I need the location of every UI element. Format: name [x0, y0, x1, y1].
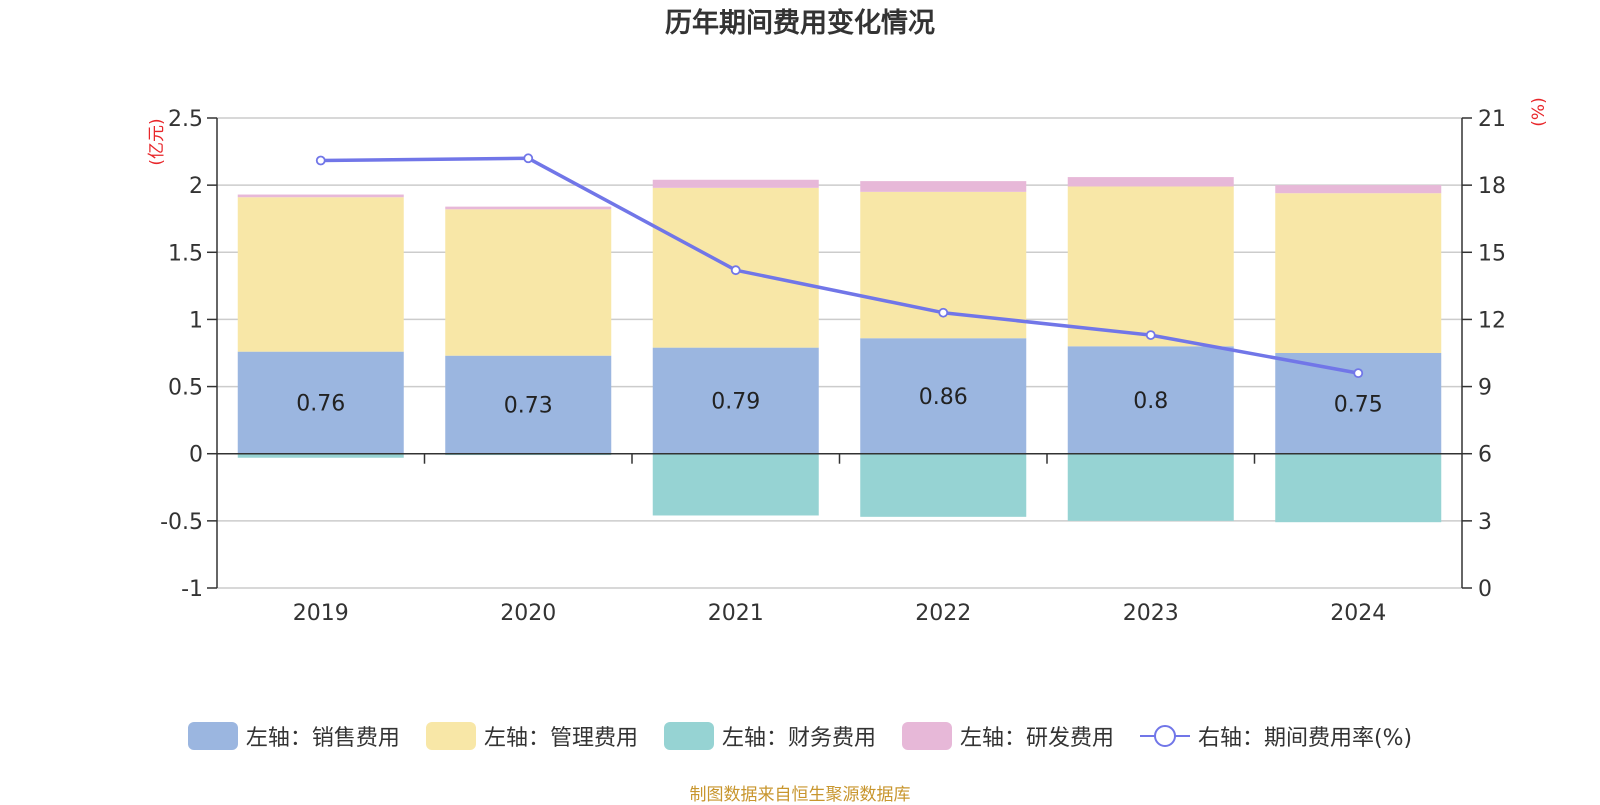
bar-admin	[445, 209, 612, 356]
point-rate	[315, 155, 326, 166]
bar-finance	[237, 453, 404, 458]
bar-finance	[860, 453, 1027, 517]
bar-rd	[860, 181, 1027, 192]
legend-item-finance[interactable]: 左轴：财务费用	[663, 720, 876, 752]
y-left-tick-label: 2	[189, 174, 203, 199]
x-tick-label: 2023	[1123, 601, 1179, 626]
bar-admin	[237, 197, 404, 352]
bar-finance	[1275, 453, 1442, 523]
data-label-sales: 0.73	[504, 394, 553, 419]
y-left-tick-label: -0.5	[160, 510, 203, 535]
x-tick-label: 2022	[915, 601, 971, 626]
legend-swatch-rd	[901, 722, 952, 750]
data-label-sales: 0.86	[919, 385, 968, 410]
y-left-tick-label: 0.5	[168, 376, 203, 401]
y-left-tick-label: 1.5	[168, 241, 203, 266]
bar-rd	[445, 206, 612, 210]
point-rate	[1145, 330, 1156, 340]
data-label-sales: 0.76	[296, 392, 345, 417]
data-label-sales: 0.8	[1133, 389, 1168, 414]
y-right-tick-label: 9	[1478, 376, 1492, 401]
point-rate	[938, 307, 949, 318]
line-rate	[320, 156, 1359, 375]
data-label-sales: 0.79	[711, 390, 760, 415]
y-right-tick-label: 0	[1478, 577, 1492, 602]
y-right-tick-label: 12	[1478, 308, 1506, 333]
y-right-tick-label: 3	[1478, 510, 1492, 535]
y-right-tick-label: 6	[1478, 443, 1492, 468]
y-left-tick-label: 1	[189, 308, 203, 333]
legend-label-rd: 左轴：研发费用	[959, 726, 1114, 751]
y-right-tick-label: 15	[1478, 241, 1506, 266]
y-right-tick-label: 21	[1478, 107, 1506, 132]
legend-swatch-admin	[425, 722, 476, 750]
chart-title: 历年期间费用变化情况	[665, 7, 935, 39]
legend-label-finance: 左轴：财务费用	[721, 726, 876, 751]
legend-label-admin: 左轴：管理费用	[483, 726, 638, 751]
legend-swatch-finance	[663, 722, 714, 750]
x-tick-label: 2020	[500, 601, 556, 626]
y-right-unit: (%)	[1529, 97, 1549, 126]
legend-swatch-sales	[187, 722, 238, 750]
y-left-unit: (亿元)	[147, 118, 167, 165]
point-rate	[730, 265, 741, 276]
bar-sales	[445, 355, 612, 454]
legend: 左轴：销售费用 左轴：管理费用 左轴：财务费用 左轴：研发费用 右轴：期间费用率…	[0, 718, 1600, 754]
bar-rd	[1067, 177, 1234, 187]
x-tick-label: 2021	[708, 601, 764, 626]
point-rate	[1353, 368, 1364, 379]
legend-item-admin[interactable]: 左轴：管理费用	[425, 720, 638, 752]
bar-admin	[1275, 193, 1442, 353]
legend-item-sales[interactable]: 左轴：销售费用	[187, 720, 400, 752]
point-rate	[523, 153, 534, 164]
bar-sales	[652, 347, 819, 454]
legend-label-rate: 右轴：期间费用率(%)	[1197, 726, 1413, 751]
bar-sales	[860, 338, 1027, 454]
bar-sales	[1067, 346, 1234, 454]
footer-source: 制图数据来自恒生聚源数据库	[689, 785, 911, 805]
legend-label-sales: 左轴：销售费用	[245, 726, 400, 751]
bar-rd	[1275, 185, 1442, 194]
x-tick-label: 2024	[1330, 601, 1386, 626]
legend-swatch-rate	[1139, 722, 1190, 750]
bar-rd	[652, 179, 819, 188]
bar-admin	[1067, 186, 1234, 347]
legend-item-rd[interactable]: 左轴：研发费用	[901, 720, 1114, 752]
y-left-tick-label: -1	[181, 577, 203, 602]
y-right-tick-label: 18	[1478, 174, 1506, 199]
y-left-tick-label: 0	[189, 443, 203, 468]
x-tick-label: 2019	[293, 601, 349, 626]
legend-item-rate[interactable]: 右轴：期间费用率(%)	[1139, 720, 1413, 752]
y-left-tick-label: 2.5	[168, 107, 203, 132]
bar-finance	[1067, 453, 1234, 521]
bar-finance	[652, 453, 819, 516]
data-label-sales: 0.75	[1334, 392, 1383, 417]
bar-rd	[237, 194, 404, 198]
bar-sales	[237, 351, 404, 454]
